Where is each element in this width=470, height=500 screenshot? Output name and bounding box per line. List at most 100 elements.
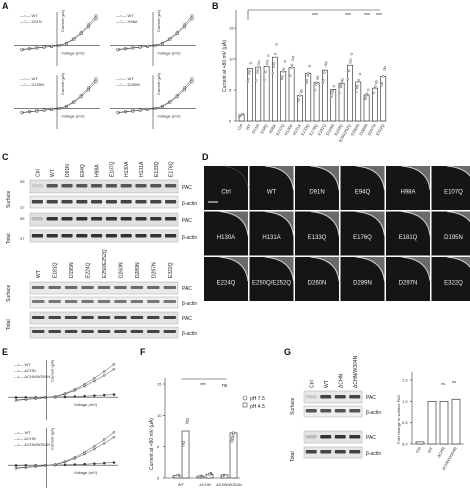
panel-c-lane-top-E94Q: E94Q <box>80 164 86 177</box>
panel-c-band <box>31 316 45 319</box>
micrograph-cell-signal <box>264 166 294 191</box>
panel-c-band <box>150 234 162 238</box>
micrograph-membrane <box>310 211 340 236</box>
g-blot-total-pac <box>303 430 363 444</box>
micrograph-cell-signal <box>310 166 339 191</box>
panel-c-band <box>81 316 94 319</box>
panel-c-band <box>61 217 73 221</box>
panel-a-iv-curves: Voltage (mV)Current (µA)—○— WT—□— D91NVo… <box>14 9 196 129</box>
panel-b-dot <box>247 72 251 75</box>
panel-b-dot <box>247 77 250 81</box>
panel-c-band <box>81 330 94 333</box>
panel-c-band <box>46 234 58 238</box>
panel-f-dot <box>176 473 179 477</box>
panel-c-pac-label-3: PAC <box>182 286 192 292</box>
panel-c-pac-label-2: PAC <box>182 218 192 224</box>
micrograph-membrane <box>264 211 294 236</box>
panel-b-dot <box>249 61 252 65</box>
panel-b-ytick-label: 10 <box>229 57 234 62</box>
panel-c-band <box>105 184 118 188</box>
panel-f-bar-chart: Current at +80 mV (µA) *** ns pH 7.5 pH … <box>149 378 265 487</box>
panel-g-actin-1: β-actin <box>366 410 381 416</box>
panel-c-surface-label-bottom: Surface <box>6 285 12 302</box>
panel-b-xtick-E322Q: E322Q <box>375 123 386 136</box>
panel-c-mw-3: 55 <box>20 216 25 221</box>
iv-e2-xlabel: Voltage (mV) <box>74 470 98 475</box>
micrograph-E322Q <box>431 257 470 301</box>
panel-c-lane-bottom-E322Q: E322Q <box>168 262 174 278</box>
panel-b-bar-WT <box>247 68 253 122</box>
micrograph-membrane <box>401 165 431 191</box>
panel-c-band <box>90 184 103 188</box>
panel-c-band <box>120 234 132 238</box>
panel-f-legend-ph75: pH 7.5 <box>250 396 265 402</box>
panel-b-dot <box>313 89 317 92</box>
panel-c-lane-bottom-E181Q: E181Q <box>53 262 59 278</box>
panel-b-dot <box>324 63 327 67</box>
iv-e2-ylabel: Current (µA) <box>50 427 55 450</box>
panel-b-dot <box>358 72 362 76</box>
micrograph-cell-signal <box>355 211 385 236</box>
iv-e1-ylabel: Current (µA) <box>50 359 55 382</box>
panel-c-band <box>31 217 44 221</box>
panel-b-dot <box>265 62 269 65</box>
panel-c-band <box>105 217 118 221</box>
panel-c-band <box>150 184 162 188</box>
iv-e1-legend-3: —•— ΔCHN/W304N <box>14 374 50 379</box>
panel-g-band <box>334 450 346 454</box>
panel-c-band <box>130 316 144 319</box>
panel-c-band <box>61 234 73 238</box>
micrograph-label-D260N: D260N <box>308 280 327 286</box>
panel-c-lane-bottom-D297N: D297N <box>151 262 157 278</box>
micrograph-cell-signal <box>264 211 294 236</box>
panel-d-label: D <box>202 152 209 162</box>
micrograph-label-E322Q: E322Q <box>444 280 463 286</box>
panel-e-label: E <box>2 347 8 357</box>
panel-b-dot <box>323 71 326 74</box>
panel-b-bar-chart: Current at +80 mV (µA) *** *** *** *** 0… <box>222 9 387 143</box>
panel-b-dot <box>383 66 387 69</box>
panel-g-lane-ΔCHN: ΔCHN <box>338 373 344 388</box>
micrograph-membrane <box>310 165 340 191</box>
panel-c-band <box>64 286 78 289</box>
micrograph-cell-signal <box>446 257 470 268</box>
iv-a1-xlabel: Voltage (mV) <box>61 50 85 55</box>
panel-c-band <box>97 286 111 289</box>
panel-g-lane-ΔCHN/W304N: ΔCHN/W304N <box>353 355 359 388</box>
blot-total-actin-top <box>29 229 179 243</box>
panel-g-ytick-label: 0.5 <box>402 420 408 425</box>
panel-b-dot <box>267 54 270 57</box>
panel-b-label: B <box>212 1 219 11</box>
iv-a4-legend-1: —○— WT <box>116 76 134 81</box>
panel-b-xtick-D91N: D91N <box>251 123 260 134</box>
panel-b-dot <box>350 52 353 56</box>
panel-b-sig-1: *** <box>312 13 318 19</box>
panel-c-band <box>31 300 45 303</box>
panel-g-band <box>320 409 332 413</box>
panel-b-xtick-D297N: D297N <box>366 123 377 136</box>
panel-b-xtick-E181Q: E181Q <box>316 123 327 136</box>
panel-c-label: C <box>2 152 9 162</box>
panel-c-actin-label-4: β-actin <box>182 331 197 337</box>
micrograph-membrane <box>219 211 249 236</box>
panel-g-band <box>334 409 346 413</box>
micrograph-Ctrl <box>204 166 248 210</box>
panel-b-dot <box>314 83 318 86</box>
panel-c-band <box>130 300 144 303</box>
panel-b-dot <box>355 86 359 89</box>
panel-c-lane-top-WT: WT <box>50 169 56 177</box>
panel-b-sig-4: *** <box>376 13 382 19</box>
panel-c-band <box>114 316 127 319</box>
panel-c-band <box>90 200 103 204</box>
panel-b-sig-2: *** <box>345 13 351 19</box>
panel-b-dot <box>246 80 250 83</box>
panel-b-dot <box>383 68 386 71</box>
panel-b-dot <box>264 70 267 74</box>
panel-b-dot <box>271 71 275 75</box>
panel-f-dot <box>186 418 189 421</box>
panel-c-band <box>105 234 118 238</box>
micrograph-label-H130A: H130A <box>217 235 235 241</box>
iv-a1-ylabel: Current (µA) <box>60 9 65 32</box>
panel-b-dot <box>380 84 383 87</box>
panel-c-band <box>163 316 177 319</box>
